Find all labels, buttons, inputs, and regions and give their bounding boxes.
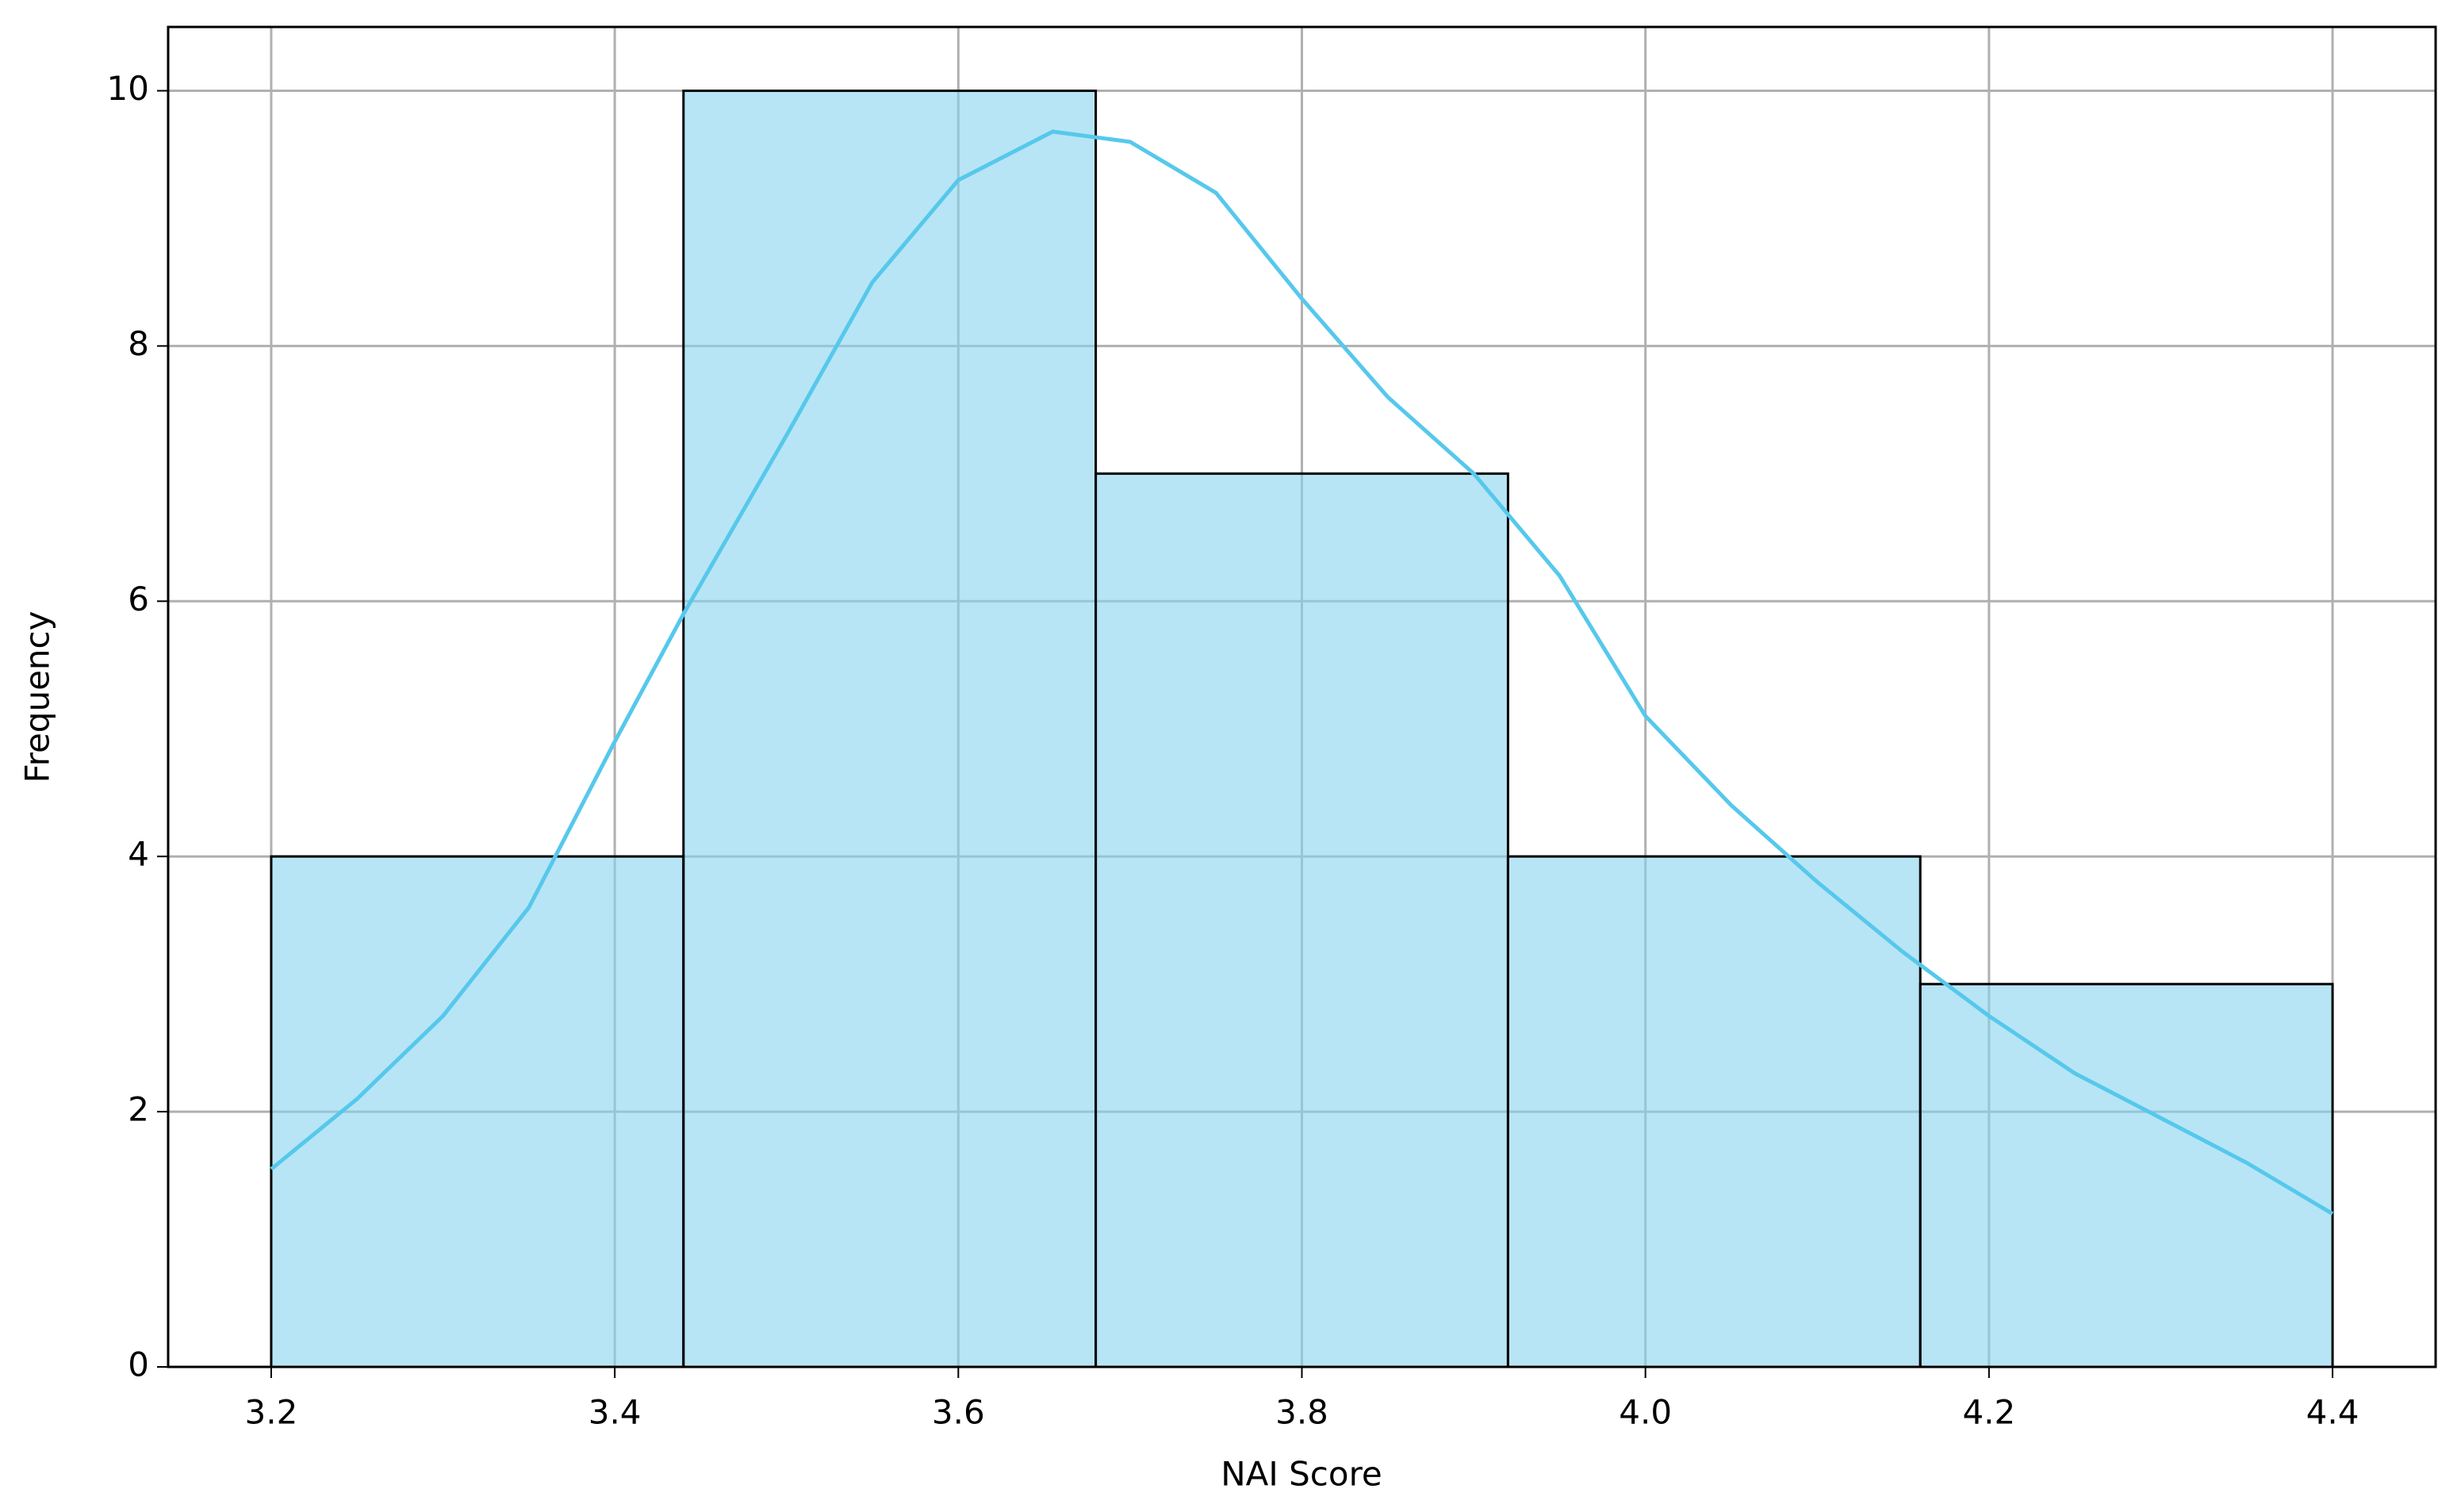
y-tick-label: 10 [107,69,149,108]
y-tick-label: 8 [128,324,149,363]
bar [1506,855,1922,1368]
x-tick-label: 3.8 [1275,1393,1328,1432]
x-tick-label: 3.4 [588,1393,642,1432]
y-tick-label: 0 [128,1345,149,1384]
x-tick-label: 4.0 [1619,1393,1672,1432]
y-tick-label: 2 [128,1090,149,1129]
bar [270,855,685,1368]
bar [682,89,1098,1368]
bar [1919,982,2334,1368]
y-axis-label: Frequency [18,611,57,783]
bar [1094,472,1509,1368]
plot-frame [167,25,2437,1368]
x-tick-label: 4.2 [1962,1393,2015,1432]
y-tick-label: 6 [128,580,149,618]
x-axis-label: NAI Score [1221,1455,1382,1494]
kde-line [270,129,2334,1216]
x-tick-label: 4.4 [2306,1393,2359,1432]
y-tick-label: 4 [128,835,149,874]
x-tick-label: 3.2 [245,1393,298,1432]
x-tick-label: 3.6 [932,1393,985,1432]
